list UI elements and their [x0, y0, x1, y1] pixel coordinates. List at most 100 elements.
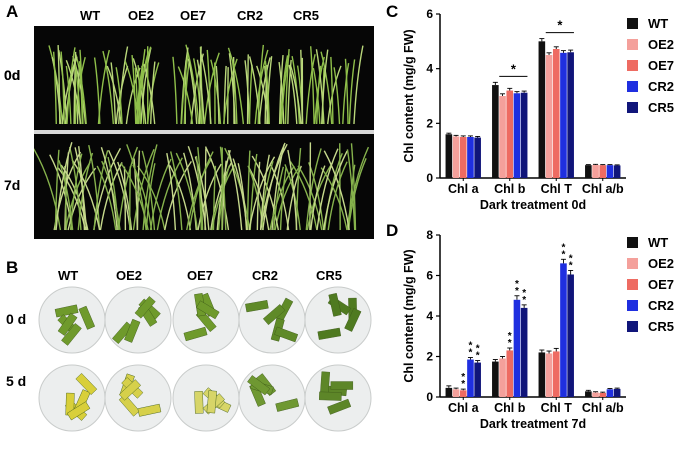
legend-swatch-oe2 — [627, 258, 638, 269]
bar-cr5 — [474, 138, 481, 178]
bar-wt — [446, 134, 453, 178]
bar-oe2 — [499, 96, 506, 178]
seedling-leaf — [124, 167, 125, 230]
significance-star: * — [515, 279, 519, 290]
leaf-genotype-oe2: OE2 — [116, 268, 142, 283]
leaf-segment — [207, 391, 217, 414]
seedling-leaf — [257, 162, 259, 230]
bar-wt — [492, 362, 499, 397]
leaf-segment — [320, 372, 330, 395]
bar-oe7 — [599, 393, 606, 397]
row-label-0d: 0d — [4, 67, 20, 83]
bar-wt — [492, 85, 499, 178]
y-tick-label: 6 — [426, 7, 433, 21]
significance-star: * — [511, 61, 517, 76]
bar-cr5 — [474, 363, 481, 397]
y-axis-label: Chl content (mg/g FW) — [402, 249, 416, 382]
bar-oe2 — [453, 136, 460, 178]
bar-cr2 — [607, 389, 614, 397]
x-tick-label: Chl a — [448, 401, 480, 415]
legend-label-oe2: OE2 — [648, 37, 674, 52]
legend-label-cr5: CR5 — [648, 319, 674, 334]
y-axis-label: Chl content (mg/g FW) — [402, 29, 416, 162]
x-axis-label: Dark treatment 7d — [480, 417, 586, 431]
leaf-genotype-cr2: CR2 — [252, 268, 278, 283]
bar-oe7 — [553, 351, 560, 397]
petri-dish — [305, 287, 371, 353]
legend-label-wt: WT — [648, 16, 668, 31]
legend-swatch-cr2 — [627, 300, 638, 311]
x-tick-label: Chl b — [494, 401, 526, 415]
leaf-segment — [195, 391, 204, 413]
bar-cr2 — [514, 300, 521, 397]
bar-oe2 — [592, 165, 599, 178]
legend-swatch-cr2 — [627, 81, 638, 92]
legend-swatch-oe7 — [627, 279, 638, 290]
y-tick-label: 4 — [426, 309, 433, 323]
bar-oe7 — [599, 165, 606, 178]
seedling-leaf — [216, 66, 219, 124]
bar-oe7 — [506, 350, 513, 397]
bar-wt — [446, 388, 453, 397]
y-tick-label: 2 — [426, 116, 433, 130]
x-tick-label: Chl T — [541, 182, 573, 196]
leaf-disc-image — [34, 284, 374, 444]
bar-oe2 — [546, 353, 553, 397]
x-axis-label: Dark treatment 0d — [480, 198, 586, 212]
significance-star: * — [561, 242, 565, 253]
leaf-genotype-cr5: CR5 — [316, 268, 342, 283]
leaf-genotype-wt: WT — [58, 268, 78, 283]
seedling-leaf — [249, 65, 252, 124]
seedling-leaf — [103, 51, 113, 124]
x-tick-label: Chl b — [494, 182, 526, 196]
panel-label-b: B — [6, 258, 18, 278]
significance-star: * — [468, 341, 472, 352]
significance-star: * — [522, 288, 526, 299]
x-tick-label: Chl a/b — [582, 182, 624, 196]
row-label-7d: 7d — [4, 177, 20, 193]
legend-swatch-cr5 — [627, 321, 638, 332]
seedling-leaf — [137, 151, 139, 230]
bar-cr2 — [560, 53, 567, 178]
row-label-0d-text: 0d — [4, 67, 20, 83]
bar-oe2 — [453, 389, 460, 397]
leaf-row-label-0d: 0 d — [6, 311, 26, 327]
panel-label-a: A — [6, 2, 18, 22]
genotype-label-wt: WT — [80, 8, 100, 23]
legend-label-cr2: CR2 — [648, 298, 674, 313]
seedling-leaf — [354, 46, 363, 124]
legend-swatch-oe2 — [627, 39, 638, 50]
bar-oe7 — [553, 49, 560, 178]
seedling-photo — [34, 26, 374, 239]
bar-cr2 — [467, 137, 474, 178]
bar-wt — [539, 352, 546, 397]
petri-dish — [105, 287, 171, 353]
significance-star: * — [569, 253, 573, 264]
bar-oe7 — [460, 137, 467, 178]
bar-cr2 — [607, 165, 614, 178]
legend-swatch-wt — [627, 18, 638, 29]
genotype-label-oe2: OE2 — [128, 8, 154, 23]
bar-cr5 — [567, 52, 574, 178]
seedling-leaf — [173, 57, 177, 124]
leaf-genotype-oe7: OE7 — [187, 268, 213, 283]
bar-oe2 — [499, 359, 506, 397]
petri-dish — [239, 365, 305, 431]
legend-label-oe2: OE2 — [648, 256, 674, 271]
seedling-leaf — [248, 54, 249, 124]
y-tick-label: 2 — [426, 350, 433, 364]
seedling-leaf — [98, 50, 109, 124]
bar-cr5 — [614, 165, 621, 178]
bar-oe2 — [592, 393, 599, 397]
seedling-leaf — [54, 52, 57, 124]
legend-swatch-wt — [627, 237, 638, 248]
bar-cr5 — [521, 93, 528, 178]
x-tick-label: Chl T — [541, 401, 573, 415]
genotype-label-cr5: CR5 — [293, 8, 319, 23]
legend-label-oe7: OE7 — [648, 277, 674, 292]
bar-cr5 — [614, 389, 621, 397]
y-tick-label: 8 — [426, 228, 433, 242]
